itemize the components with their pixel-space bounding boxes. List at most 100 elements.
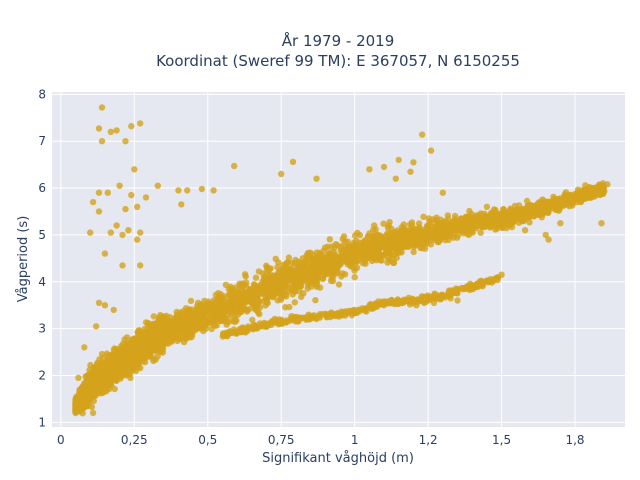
data-point [81,344,88,351]
data-point [454,297,461,304]
data-point [82,385,89,392]
data-point [442,236,449,244]
data-point [559,198,566,205]
data-point [137,120,144,127]
y-axis-ticks: 1 2 3 4 5 6 7 8 [38,87,46,429]
data-point [313,175,320,182]
data-point [368,234,375,242]
data-point [183,333,190,340]
data-point [128,191,135,199]
data-point [198,185,206,193]
data-point [98,138,106,145]
data-point [598,183,605,191]
data-point [372,247,379,254]
data-point [298,293,305,300]
data-point [299,277,306,284]
data-point [116,182,123,189]
data-point [105,358,112,365]
data-point [95,299,103,306]
data-point [356,231,364,239]
data-point [104,189,112,196]
data-point [291,267,299,274]
data-point [282,261,289,268]
data-point [483,203,491,210]
y-axis-label: Vågperiod (s) [16,216,31,303]
data-point [477,229,484,236]
data-point [95,208,103,215]
data-point [251,282,258,289]
data-point [384,254,391,261]
data-point [419,131,426,138]
data-point [251,323,258,330]
data-point [431,230,438,237]
data-point [244,325,251,332]
data-point [302,316,310,323]
data-point [115,361,123,368]
data-point [271,289,278,297]
data-point [574,186,582,193]
data-point [128,123,135,130]
data-point [90,393,97,400]
data-point [325,253,332,261]
data-point [231,299,239,307]
data-point [432,237,440,244]
data-point [577,198,585,206]
data-point [592,188,599,196]
data-point [386,219,393,226]
data-point [95,389,102,396]
data-point [339,247,346,254]
data-point [513,214,520,221]
data-point [526,219,533,226]
data-point [101,250,109,257]
data-point [118,356,126,363]
data-point [172,314,179,322]
data-point [238,282,245,289]
data-point [291,299,298,306]
data-point [384,259,391,266]
data-point [340,233,348,240]
data-point [201,304,209,312]
data-point [427,147,435,154]
data-point [250,288,257,295]
data-point [472,218,479,226]
data-point [224,333,231,340]
data-point [231,291,238,298]
data-point [146,341,154,348]
data-point [110,346,118,354]
data-point [294,272,301,279]
data-point [333,270,340,277]
data-point [231,329,238,336]
data-point [406,221,414,228]
data-point [402,242,409,250]
data-point [455,219,462,226]
data-point [95,125,103,132]
data-point [554,203,561,211]
data-point [344,238,351,245]
data-point [225,303,232,310]
y-tick-label: 2 [38,368,46,382]
data-point [106,385,113,393]
data-point [371,222,378,229]
data-point [421,245,429,252]
data-point [384,229,391,237]
data-point [101,302,109,309]
data-point [300,259,307,266]
data-point [449,218,456,225]
data-point [146,323,153,330]
data-point [373,231,381,238]
data-point [334,255,342,263]
data-point [417,233,425,240]
data-point [72,408,79,415]
data-point [278,170,285,178]
data-point [289,291,296,298]
data-points [72,104,611,417]
data-point [152,356,159,363]
data-point [336,311,343,318]
data-point [231,162,238,170]
data-point [243,306,251,314]
data-point [410,159,417,166]
y-tick-label: 7 [38,134,46,148]
data-point [87,229,94,236]
data-point [390,259,397,266]
